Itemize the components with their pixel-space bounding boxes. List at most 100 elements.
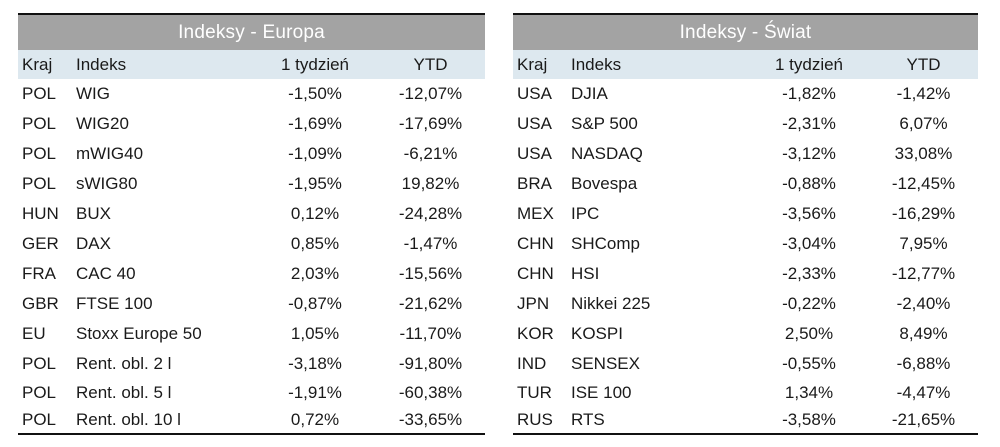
cell-kraj: BRA <box>517 174 552 193</box>
column-header-1-tydzien: 1 tydzień <box>774 54 844 74</box>
table-row: USA S&P 500 -2,31% 6,07% <box>513 109 978 139</box>
table-row: IND SENSEX -0,55% -6,88% <box>513 349 978 379</box>
cell-indeks: SENSEX <box>571 354 640 373</box>
cell-ytd: -11,70% <box>399 324 462 343</box>
top-rule <box>513 13 978 15</box>
cell-kraj: POL <box>22 144 57 163</box>
column-header-1-tydzien: 1 tydzień <box>280 54 350 74</box>
cell-indeks: NASDAQ <box>571 144 643 163</box>
table-row: POL Rent. obl. 5 l -1,91% -60,38% <box>18 379 485 406</box>
cell-1-tydzien: 0,85% <box>290 234 340 253</box>
table-row: POL Rent. obl. 2 l -3,18% -91,80% <box>18 349 485 379</box>
cell-indeks: CAC 40 <box>76 264 136 283</box>
cell-1-tydzien: 2,03% <box>290 264 340 283</box>
cell-kraj: FRA <box>22 264 56 283</box>
cell-kraj: RUS <box>517 409 553 429</box>
cell-kraj: USA <box>517 114 552 133</box>
cell-ytd: -1,47% <box>403 234 458 253</box>
table-row: USA DJIA -1,82% -1,42% <box>513 79 978 109</box>
table-row: RUS RTS -3,58% -21,65% <box>513 406 978 433</box>
cell-ytd: 8,49% <box>899 324 948 343</box>
table-row: EU Stoxx Europe 50 1,05% -11,70% <box>18 319 485 349</box>
cell-kraj: USA <box>517 144 552 163</box>
table-row: MEX IPC -3,56% -16,29% <box>513 199 978 229</box>
europe-table: Kraj Indeks 1 tydzień YTD POL WIG -1,50% -1… <box>18 50 485 433</box>
table-row: HUN BUX 0,12% -24,28% <box>18 199 485 229</box>
cell-indeks: Rent. obl. 2 l <box>76 354 172 373</box>
cell-kraj: POL <box>22 84 57 103</box>
europe-panel: Indeksy - Europa Kraj Indeks 1 tydzień Y… <box>18 13 485 435</box>
panel-title: Indeksy - Europa <box>18 15 485 50</box>
cell-indeks: ISE 100 <box>571 382 632 402</box>
cell-1-tydzien: -2,33% <box>782 264 836 283</box>
table-row: POL sWIG80 -1,95% 19,82% <box>18 169 485 199</box>
cell-1-tydzien: 0,12% <box>290 204 340 223</box>
cell-1-tydzien: -1,69% <box>288 114 342 133</box>
cell-ytd: -60,38% <box>398 382 463 402</box>
table-row: BRA Bovespa -0,88% -12,45% <box>513 169 978 199</box>
cell-1-tydzien: 2,50% <box>784 324 834 343</box>
bottom-rule <box>513 433 978 435</box>
world-table: Kraj Indeks 1 tydzień YTD USA DJIA -1,82% -… <box>513 50 978 433</box>
table-row: GER DAX 0,85% -1,47% <box>18 229 485 259</box>
table-row: GBR FTSE 100 -0,87% -21,62% <box>18 289 485 319</box>
cell-kraj: KOR <box>517 324 554 343</box>
cell-indeks: BUX <box>76 204 111 223</box>
cell-1-tydzien: 0,72% <box>290 409 340 429</box>
cell-indeks: WIG <box>76 84 110 103</box>
table-row: POL mWIG40 -1,09% -6,21% <box>18 139 485 169</box>
table-row: USA NASDAQ -3,12% 33,08% <box>513 139 978 169</box>
cell-ytd: -24,28% <box>398 204 463 223</box>
column-header-indeks: Indeks <box>76 54 127 74</box>
cell-ytd: -33,65% <box>398 409 463 429</box>
cell-kraj: IND <box>517 354 547 373</box>
table-row: CHN HSI -2,33% -12,77% <box>513 259 978 289</box>
cell-kraj: EU <box>22 324 46 343</box>
cell-indeks: Bovespa <box>571 174 638 193</box>
cell-ytd: -6,88% <box>896 354 951 373</box>
cell-indeks: Rent. obl. 10 l <box>76 409 181 429</box>
cell-1-tydzien: -0,55% <box>782 354 836 373</box>
cell-indeks: DAX <box>76 234 111 253</box>
cell-1-tydzien: -1,95% <box>288 174 342 193</box>
bottom-rule <box>18 433 485 435</box>
cell-ytd: -4,47% <box>896 382 951 402</box>
cell-ytd: 19,82% <box>401 174 460 193</box>
panel-title: Indeksy - Świat <box>513 15 978 50</box>
cell-1-tydzien: -3,12% <box>782 144 836 163</box>
cell-ytd: -12,07% <box>398 84 463 103</box>
cell-kraj: JPN <box>517 294 550 313</box>
cell-1-tydzien: -3,56% <box>782 204 836 223</box>
cell-indeks: S&P 500 <box>571 114 638 133</box>
column-header-ytd: YTD <box>413 54 448 74</box>
cell-ytd: -12,45% <box>891 174 956 193</box>
cell-ytd: -2,40% <box>896 294 951 313</box>
cell-indeks: DJIA <box>571 84 608 103</box>
cell-ytd: -1,42% <box>896 84 951 103</box>
cell-indeks: mWIG40 <box>76 144 144 163</box>
cell-1-tydzien: -1,91% <box>288 382 342 402</box>
cell-kraj: POL <box>22 174 57 193</box>
column-header-kraj: Kraj <box>517 54 548 74</box>
cell-1-tydzien: -0,22% <box>782 294 836 313</box>
table-row: POL Rent. obl. 10 l 0,72% -33,65% <box>18 406 485 433</box>
cell-kraj: USA <box>517 84 552 103</box>
cell-kraj: POL <box>22 382 57 402</box>
table-row: POL WIG -1,50% -12,07% <box>18 79 485 109</box>
column-header-kraj: Kraj <box>22 54 53 74</box>
column-header-indeks: Indeks <box>571 54 622 74</box>
cell-kraj: POL <box>22 354 57 373</box>
cell-1-tydzien: -1,50% <box>288 84 342 103</box>
table-row: CHN SHComp -3,04% 7,95% <box>513 229 978 259</box>
cell-1-tydzien: 1,05% <box>290 324 340 343</box>
header-row: Kraj Indeks 1 tydzień YTD <box>513 50 978 79</box>
cell-indeks: sWIG80 <box>76 174 138 193</box>
cell-ytd: -17,69% <box>398 114 463 133</box>
table-row: KOR KOSPI 2,50% 8,49% <box>513 319 978 349</box>
cell-1-tydzien: -3,04% <box>782 234 836 253</box>
cell-kraj: GBR <box>22 294 59 313</box>
cell-indeks: RTS <box>571 409 605 429</box>
cell-ytd: -12,77% <box>891 264 956 283</box>
top-rule <box>18 13 485 15</box>
cell-1-tydzien: -1,82% <box>782 84 836 103</box>
